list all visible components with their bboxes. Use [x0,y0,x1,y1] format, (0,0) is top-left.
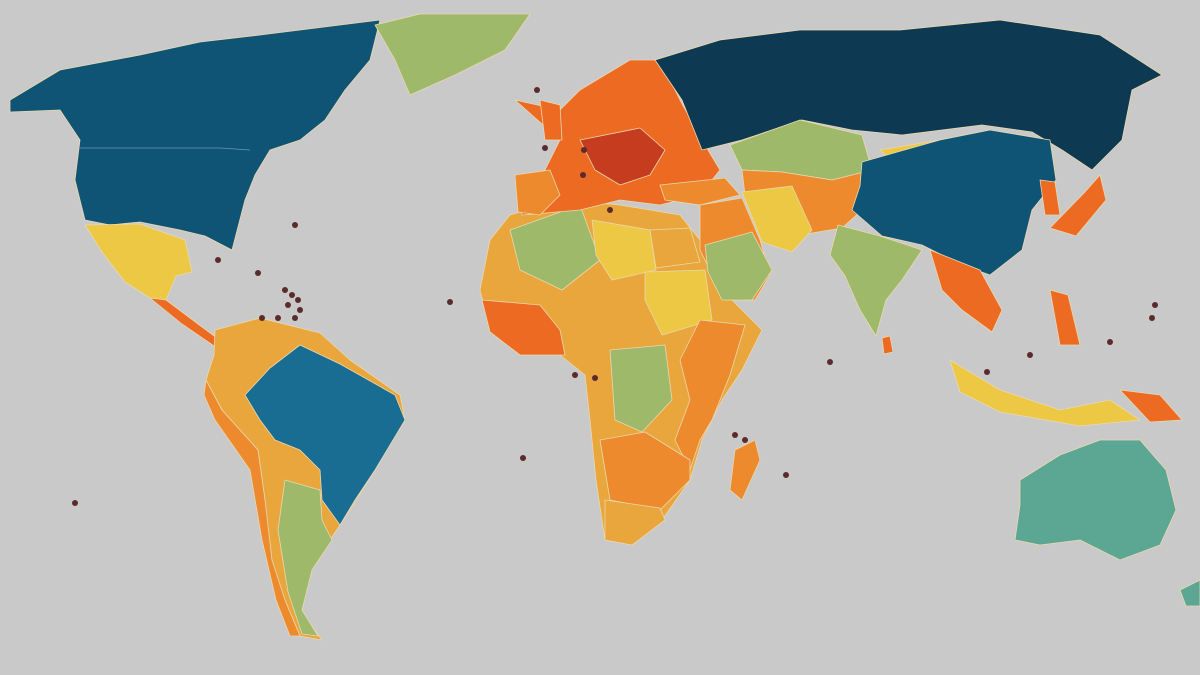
territory-marker[interactable] [783,472,789,478]
region-southern-africa[interactable] [599,431,691,511]
territory-marker[interactable] [827,359,833,365]
territory-marker[interactable] [289,292,295,298]
territory-marker[interactable] [572,372,578,378]
region-papua[interactable] [1119,389,1183,423]
region-greenland[interactable] [374,13,531,96]
country-regions [9,13,1200,641]
territory-marker[interactable] [1107,339,1113,345]
territory-marker[interactable] [732,432,738,438]
small-territory-markers [72,87,1158,506]
territory-marker[interactable] [447,299,453,305]
territory-marker[interactable] [285,302,291,308]
region-russia[interactable] [654,19,1163,171]
region-china[interactable] [851,129,1057,276]
territory-marker[interactable] [295,297,301,303]
territory-marker[interactable] [581,147,587,153]
territory-marker[interactable] [297,307,303,313]
territory-marker[interactable] [292,222,298,228]
territory-marker[interactable] [72,500,78,506]
territory-marker[interactable] [282,287,288,293]
territory-marker[interactable] [1152,302,1158,308]
region-brazil[interactable] [244,344,406,526]
region-congo[interactable] [609,344,673,433]
territory-marker[interactable] [592,375,598,381]
region-madagascar[interactable] [729,439,761,501]
territory-marker[interactable] [742,437,748,443]
region-argentina[interactable] [277,479,333,637]
region-iran[interactable] [741,185,813,253]
region-new-zealand[interactable] [1179,579,1200,607]
territory-marker[interactable] [259,315,265,321]
territory-marker[interactable] [984,369,990,375]
region-korea[interactable] [1039,179,1061,216]
territory-marker[interactable] [520,455,526,461]
region-egypt[interactable] [649,227,701,269]
region-southeast-asia[interactable] [929,249,1003,333]
region-mexico-central-america[interactable] [84,223,193,301]
territory-marker[interactable] [1149,315,1155,321]
territory-marker[interactable] [255,270,261,276]
region-libya[interactable] [591,219,657,281]
region-central-europe[interactable] [579,127,666,186]
territory-marker[interactable] [542,145,548,151]
region-sudan-chad[interactable] [644,269,713,336]
region-australia[interactable] [1014,439,1177,561]
region-japan[interactable] [1049,174,1107,237]
region-turkey[interactable] [659,177,741,206]
region-saudi-arabia[interactable] [704,231,773,301]
territory-marker[interactable] [607,207,613,213]
region-india[interactable] [829,224,923,337]
territory-marker[interactable] [275,315,281,321]
territory-marker[interactable] [580,172,586,178]
region-north-america[interactable] [9,19,381,251]
region-philippines[interactable] [1049,289,1081,346]
territory-marker[interactable] [292,315,298,321]
territory-marker[interactable] [1027,352,1033,358]
region-east-africa[interactable] [674,319,746,471]
region-indonesia[interactable] [949,359,1141,427]
region-iberia[interactable] [514,169,561,216]
region-west-africa[interactable] [481,299,566,356]
region-andes[interactable] [203,379,301,637]
region-uk[interactable] [539,99,563,141]
us-canada-border [80,147,251,151]
region-south-africa[interactable] [604,499,666,546]
territory-marker[interactable] [534,87,540,93]
territory-marker[interactable] [215,257,221,263]
region-sri-lanka[interactable] [881,335,894,355]
borders [80,147,251,151]
